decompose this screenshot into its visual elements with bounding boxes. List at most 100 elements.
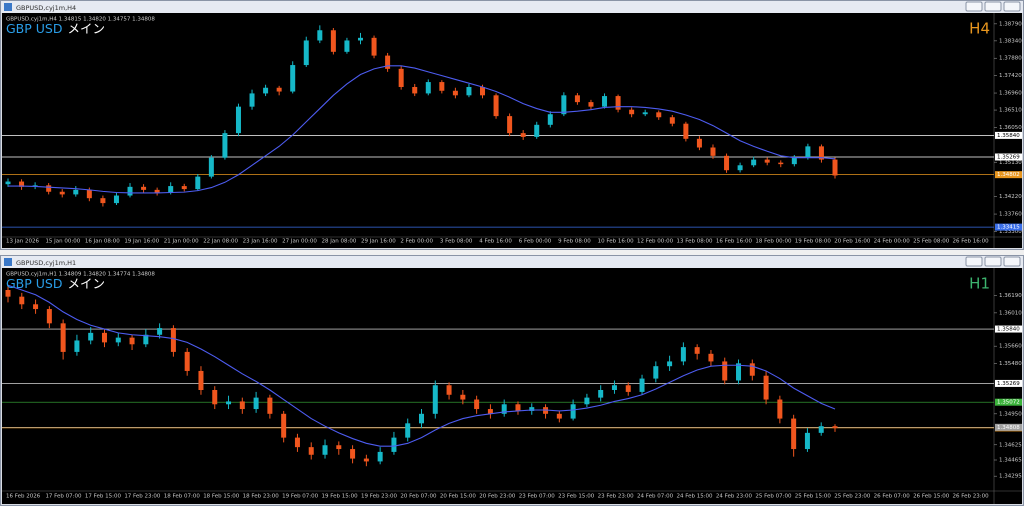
candle-body [363, 458, 369, 462]
candle-body [777, 399, 783, 419]
candle-body [208, 157, 214, 177]
y-tick-label: 1.38790 [999, 21, 1022, 27]
x-tick-label: 19 Feb 08:00 [795, 239, 832, 245]
candle-body [419, 413, 424, 424]
candle-body [832, 159, 838, 176]
candle-body [198, 370, 204, 390]
window-button[interactable] [965, 256, 983, 267]
candle-body [377, 451, 383, 462]
y-tick-label: 1.35480 [999, 361, 1022, 367]
candle-body [101, 332, 107, 343]
chart-label: メイン [67, 276, 105, 291]
symbol: GBP USD [6, 21, 62, 36]
candle-body [60, 323, 66, 352]
candle-body [680, 347, 686, 362]
price-level-box [995, 153, 1022, 161]
candle-body [751, 159, 757, 166]
window-button[interactable] [1003, 1, 1021, 12]
y-tick-label: 1.37880 [999, 56, 1022, 62]
moving-average [7, 284, 836, 447]
candle-body [294, 437, 300, 448]
x-tick-label: 25 Feb 15:00 [795, 494, 832, 500]
x-tick-label: 26 Feb 16:00 [953, 239, 990, 245]
candle-body [74, 340, 80, 352]
x-tick-label: 16 Feb 16:00 [716, 239, 753, 245]
candle-body [59, 191, 65, 195]
candle-body [584, 397, 590, 405]
candle-body [480, 86, 486, 96]
candle-body [88, 332, 94, 341]
candle-body [5, 290, 11, 297]
chart-info: GBPUSD.cyj1m,H1 1.34809 1.34820 1.34774 … [6, 272, 155, 278]
x-tick-label: 19 Feb 23:00 [361, 494, 398, 500]
candle-body [127, 186, 133, 196]
y-tick-label: 1.38340 [999, 38, 1022, 44]
x-tick-label: 19 Feb 15:00 [322, 494, 359, 500]
x-tick-label: 24 Feb 23:00 [716, 494, 753, 500]
chart-window: GBPUSD,cyj1m,H4 1.38790 1.38340 1.37880 1.37… [0, 0, 1024, 250]
candle-body [143, 334, 149, 345]
window-title: GBPUSD,cyj1m,H4 [16, 4, 76, 12]
candle-body [184, 351, 190, 371]
candle-body [653, 366, 659, 379]
window-icon [4, 258, 12, 266]
chart-label: メイン [67, 21, 105, 36]
candle-body [398, 68, 404, 87]
candle-body [574, 95, 580, 103]
candle-body [73, 189, 79, 195]
window-button[interactable] [1003, 256, 1021, 267]
candle-body [303, 40, 309, 66]
candle-body [669, 117, 675, 124]
chart-info: GBPUSD.cyj1m,H4 1.34815 1.34820 1.34757 … [6, 17, 155, 23]
price-level-box [995, 171, 1022, 179]
candle-body [357, 37, 363, 41]
y-tick-label: 1.34625 [999, 442, 1022, 448]
price-level-label: 1.33415 [997, 225, 1020, 231]
x-tick-label: 29 Jan 16:00 [361, 239, 396, 245]
y-tick-label: 1.34295 [999, 474, 1022, 480]
price-level-label: 1.34808 [997, 425, 1020, 431]
price-level-label: 1.34802 [997, 172, 1020, 178]
candle-body [446, 385, 452, 395]
candle-body [322, 445, 328, 455]
candle-body [46, 309, 52, 324]
window-button[interactable] [965, 1, 983, 12]
candle-body [639, 378, 645, 392]
x-tick-label: 23 Jan 16:00 [243, 239, 278, 245]
candle-body [129, 337, 135, 345]
x-tick-label: 19 Feb 07:00 [282, 494, 319, 500]
x-tick-label: 10 Feb 16:00 [598, 239, 635, 245]
price-level-box [995, 325, 1022, 333]
x-tick-label: 24 Feb 07:00 [637, 494, 674, 500]
chart-window: GBPUSD,cyj1m,H1 1.36190 1.36010 1.35660 1.35… [0, 255, 1024, 506]
candle-body [736, 363, 742, 381]
window-button[interactable] [984, 256, 1002, 267]
y-tick-label: 1.37420 [999, 73, 1022, 79]
candle-body [534, 124, 540, 137]
price-level-box [995, 379, 1022, 387]
window-button[interactable] [984, 1, 1002, 12]
candle-body [642, 112, 648, 115]
candle-body [86, 189, 92, 199]
y-tick-label: 1.36960 [999, 91, 1022, 97]
candle-body [805, 146, 811, 158]
x-tick-label: 18 Feb 23:00 [243, 494, 280, 500]
candle-body [317, 30, 323, 41]
candle-body [432, 385, 438, 414]
price-level-box [995, 131, 1022, 139]
candle-body [405, 423, 411, 438]
candle-body [818, 146, 824, 160]
price-level-label: 1.35269 [997, 381, 1020, 387]
candle-body [330, 30, 336, 52]
candle-body [710, 147, 716, 156]
candle-body [570, 404, 576, 419]
x-tick-label: 6 Feb 00:00 [519, 239, 552, 245]
candle-body [791, 157, 797, 165]
x-tick-label: 23 Feb 07:00 [519, 494, 556, 500]
x-tick-label: 13 Feb 08:00 [676, 239, 713, 245]
x-tick-label: 16 Jan 08:00 [85, 239, 120, 245]
candle-body [350, 449, 356, 459]
candle-body [602, 96, 608, 107]
candle-body [100, 198, 106, 204]
candle-body [493, 95, 499, 117]
